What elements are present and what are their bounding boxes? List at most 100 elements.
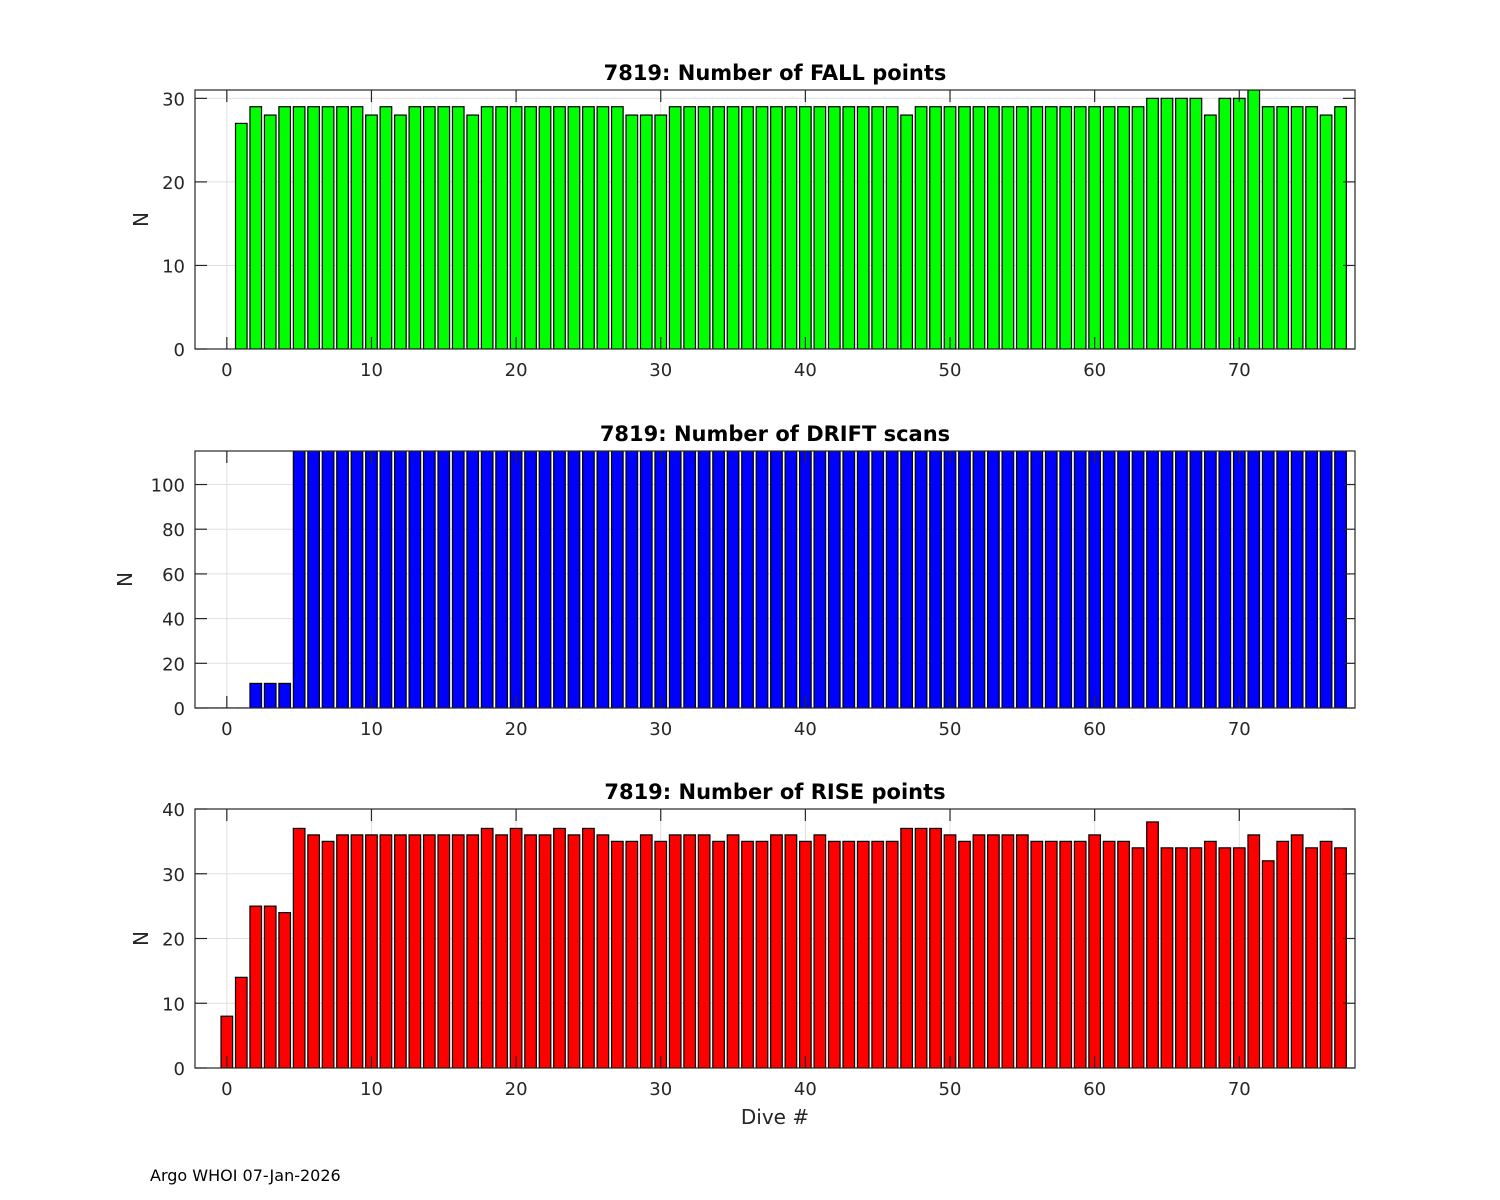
bar — [1030, 840, 1044, 1068]
subplot-1: 0 10 20 30 40 50 60 70 0 10 20 30 7819: Number of FA… — [129, 61, 1356, 381]
bar — [871, 451, 885, 708]
bar — [1218, 97, 1232, 349]
bar — [1189, 847, 1203, 1068]
bar — [798, 106, 812, 349]
bar — [553, 451, 566, 708]
bar — [1073, 840, 1087, 1068]
bar — [567, 834, 581, 1068]
bar — [1319, 451, 1333, 708]
bar — [712, 106, 725, 349]
x-tick-label: 60 — [1083, 1079, 1106, 1100]
bar — [1175, 847, 1188, 1068]
bar — [1059, 451, 1073, 708]
bar — [408, 834, 422, 1068]
bar — [451, 834, 465, 1068]
bar — [900, 114, 914, 349]
y-axis-label: N — [129, 931, 153, 946]
bar — [798, 451, 812, 708]
bar — [683, 451, 697, 708]
bar — [1001, 106, 1015, 349]
bar — [827, 451, 841, 708]
bar — [292, 106, 306, 349]
bar — [350, 106, 364, 349]
bar — [1102, 106, 1116, 349]
bar — [480, 827, 494, 1068]
x-tick-label: 0 — [221, 719, 232, 740]
bar — [1290, 106, 1304, 349]
bar — [422, 834, 436, 1068]
y-tick-label: 100 — [151, 476, 185, 497]
bar — [553, 106, 566, 349]
bar — [625, 451, 639, 708]
x-tick-label: 20 — [505, 360, 528, 381]
bar — [1088, 106, 1102, 349]
bar — [741, 840, 754, 1068]
bar — [422, 451, 436, 708]
bar — [929, 106, 942, 349]
bar — [668, 834, 682, 1068]
bar — [437, 834, 451, 1068]
bar — [495, 451, 509, 708]
bar — [1203, 114, 1217, 349]
bar — [307, 451, 320, 708]
bar — [900, 827, 914, 1068]
y-tick-label: 40 — [162, 610, 185, 631]
x-tick-label: 40 — [794, 1079, 817, 1100]
x-tick-label: 50 — [939, 360, 962, 381]
bar — [842, 451, 856, 708]
bar — [1334, 847, 1347, 1068]
bar — [509, 106, 523, 349]
bar — [234, 122, 248, 349]
bar — [755, 106, 769, 349]
bar — [538, 451, 552, 708]
bars — [205, 451, 1347, 708]
y-tick-label: 20 — [162, 173, 185, 194]
bar — [972, 834, 986, 1068]
x-tick-label: 50 — [939, 719, 962, 740]
bar — [1203, 840, 1217, 1068]
bar — [639, 451, 653, 708]
bar — [379, 451, 393, 708]
bar — [697, 106, 711, 349]
bar — [1261, 860, 1275, 1068]
bar — [278, 106, 292, 349]
bar — [1088, 834, 1102, 1068]
bar — [900, 451, 914, 708]
bar — [871, 106, 885, 349]
bar — [741, 106, 754, 349]
bar — [1015, 451, 1029, 708]
x-tick-label: 30 — [649, 719, 672, 740]
bar — [307, 106, 320, 349]
bar — [263, 682, 277, 708]
bar — [220, 1015, 234, 1068]
bar — [1044, 451, 1058, 708]
bar — [610, 840, 624, 1068]
bar — [466, 451, 480, 708]
bar — [741, 451, 754, 708]
bar — [871, 840, 885, 1068]
bar — [798, 840, 812, 1068]
bars — [220, 821, 1347, 1068]
bar — [307, 834, 320, 1068]
bar — [712, 840, 725, 1068]
y-tick-label: 30 — [162, 865, 185, 886]
bar — [1305, 451, 1318, 708]
bar — [249, 905, 263, 1068]
bar — [1001, 451, 1015, 708]
bar — [263, 905, 277, 1068]
bar — [567, 451, 581, 708]
y-tick-label: 20 — [162, 930, 185, 951]
bar — [1232, 451, 1246, 708]
bar — [524, 451, 537, 708]
bar — [958, 451, 971, 708]
y-axis-label: N — [113, 572, 137, 587]
x-tick-label: 70 — [1228, 360, 1251, 381]
bar — [972, 451, 986, 708]
bar — [1189, 97, 1203, 349]
bar — [509, 451, 523, 708]
bar — [1102, 840, 1116, 1068]
bar — [683, 834, 697, 1068]
x-tick-label: 60 — [1083, 719, 1106, 740]
bar — [1319, 114, 1333, 349]
